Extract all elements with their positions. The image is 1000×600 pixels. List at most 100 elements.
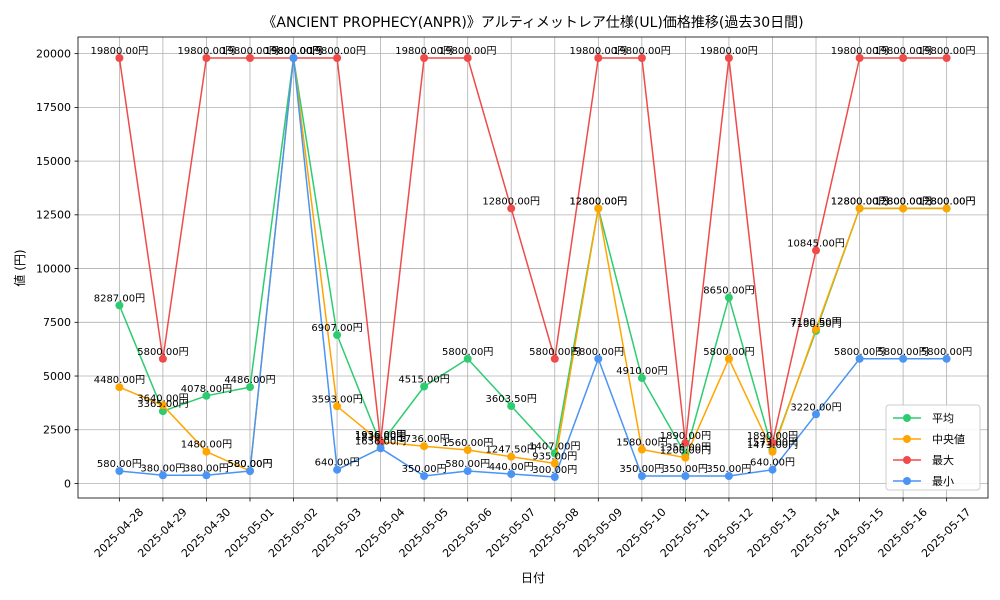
series-2-value-label: 12800.00円 xyxy=(918,196,976,207)
series-2-point xyxy=(507,452,516,461)
series-4-point xyxy=(768,465,777,474)
series-3-point xyxy=(202,54,211,62)
legend-box xyxy=(885,404,981,491)
legend-swatch-marker xyxy=(903,435,911,443)
series-4-value-label: 380.00円 xyxy=(184,463,229,474)
series-2-point xyxy=(768,447,777,456)
series-1-value-label: 12800.00円 xyxy=(831,196,889,207)
series-2-point xyxy=(855,204,864,213)
series-2-point xyxy=(899,204,908,213)
legend-item-1: 平均 xyxy=(893,412,954,425)
series-2-value-label: 12800.00円 xyxy=(569,196,627,207)
legend-swatch-marker xyxy=(903,456,911,464)
series-3-point xyxy=(550,354,559,363)
series-3-point xyxy=(333,54,342,62)
series-3-point xyxy=(681,438,690,447)
series-1-point xyxy=(115,301,124,310)
series-2-value-label: 580.00円 xyxy=(228,459,273,470)
series-3-value-label: 19800.00円 xyxy=(831,46,889,57)
series-3 xyxy=(115,54,951,447)
series-4-value-label: 580.00円 xyxy=(228,459,273,470)
grid xyxy=(78,37,988,498)
series-1-value-label: 3603.50円 xyxy=(486,394,537,405)
series-4-point xyxy=(507,470,516,478)
series-4-value-label: 350.00円 xyxy=(619,464,664,475)
series-1-value-label: 8287.00円 xyxy=(94,293,145,304)
series-3-point xyxy=(637,54,646,62)
series-3-point xyxy=(463,54,472,62)
series-4-value-label: 1636.00円 xyxy=(355,436,406,447)
series-2-value-label: 1247.50円 xyxy=(486,445,537,456)
series-4-value-label: 300.00円 xyxy=(532,465,577,476)
y-tick-label: 7500 xyxy=(43,316,71,329)
series-3-value-label: 19800.00円 xyxy=(221,46,279,57)
series-1-point xyxy=(724,293,733,302)
series-4-point xyxy=(463,467,472,475)
plot-area xyxy=(78,37,988,498)
series-1-point xyxy=(246,383,254,392)
series-3-point xyxy=(507,204,516,213)
series-4-value-label: 5800.00円 xyxy=(834,347,885,358)
series-4-point xyxy=(812,410,820,419)
series-2-point xyxy=(637,445,646,454)
series-3-point xyxy=(246,54,254,62)
series-3-value-label: 19800.00円 xyxy=(265,46,323,57)
legend-item-4: 最小 xyxy=(893,475,954,488)
series-1-point xyxy=(463,354,472,363)
series-3-value-label: 19800.00円 xyxy=(569,46,627,57)
series-2-value-label: 3640.00円 xyxy=(137,393,188,404)
series-4-point xyxy=(202,471,211,480)
series-2-value-label: 1560.00円 xyxy=(442,438,493,449)
series-3-point xyxy=(594,54,603,62)
series-2-point xyxy=(158,401,167,410)
series-3-value-label: 19800.00円 xyxy=(439,46,497,57)
series-3-point xyxy=(768,438,777,447)
series-3-value-label: 19800.00円 xyxy=(395,46,453,57)
y-tick-label: 2500 xyxy=(43,424,71,437)
series-4-value-label: 350.00円 xyxy=(663,464,708,475)
series-2-value-label: 1936.00円 xyxy=(355,430,406,441)
series-1-value-label: 19800.00円 xyxy=(265,46,323,57)
series-3-value-label: 10845.00円 xyxy=(787,238,845,249)
series-3-value-label: 12800.00円 xyxy=(482,196,540,207)
series-3-value-label: 1936.00円 xyxy=(355,430,406,441)
series-3-value-label: 1890.00円 xyxy=(660,431,711,442)
chart-title: 《ANCIENT PROPHECY(ANPR)》アルティメットレア仕様(UL)価… xyxy=(262,15,803,31)
y-tick-label: 20000 xyxy=(36,48,71,61)
series-4-value-label: 5800.00円 xyxy=(877,347,928,358)
series-1-value-label: 1407.00円 xyxy=(529,441,580,452)
series-1-value-label: 12800.00円 xyxy=(569,196,627,207)
series-4-point xyxy=(420,472,429,480)
series-4-value-label: 440.00円 xyxy=(489,462,534,473)
series-1-value-label: 4910.00円 xyxy=(616,366,667,377)
series-2-value-label: 12800.00円 xyxy=(831,196,889,207)
series-4-value-label: 580.00円 xyxy=(445,459,490,470)
series-2-point xyxy=(202,447,211,456)
legend-label: 最大 xyxy=(932,453,954,467)
y-tick-label: 0 xyxy=(64,477,71,490)
series-3-point xyxy=(942,54,951,62)
series-3-value-label: 5800.00円 xyxy=(137,347,188,358)
series-2-point xyxy=(812,325,820,333)
series-4-value-label: 5800.00円 xyxy=(921,347,972,358)
series-3-point xyxy=(724,54,733,62)
series-3-value-label: 19800.00円 xyxy=(308,46,366,57)
series-1-value-label: 1836.00円 xyxy=(355,432,406,443)
legend-label: 中央値 xyxy=(932,433,965,446)
series-2-point xyxy=(594,204,603,213)
series-2-value-label: 1473.00円 xyxy=(747,440,798,451)
series-1-point xyxy=(333,331,342,339)
legend-item-3: 最大 xyxy=(893,453,954,467)
series-1-point xyxy=(202,391,211,400)
series-4-value-label: 380.00円 xyxy=(140,463,185,474)
y-tick-label: 15000 xyxy=(36,155,71,168)
series-3-point xyxy=(899,54,908,62)
series-4-value-label: 640.00円 xyxy=(750,458,795,469)
series-1-point xyxy=(637,374,646,382)
series-2-value-label: 1736.00円 xyxy=(398,434,449,445)
series-1-value-label: 5800.00円 xyxy=(442,347,493,358)
series-3-value-label: 19800.00円 xyxy=(91,46,149,57)
series-2-point xyxy=(681,453,690,462)
